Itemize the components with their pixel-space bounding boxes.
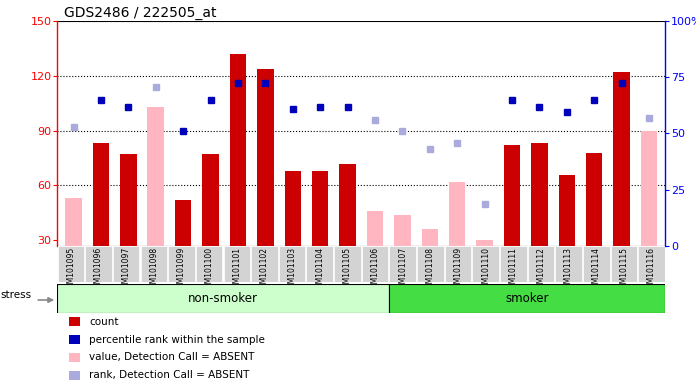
Bar bbox=[257, 69, 274, 246]
Text: GDS2486 / 222505_at: GDS2486 / 222505_at bbox=[64, 6, 216, 20]
Bar bbox=[251, 247, 278, 281]
Bar bbox=[583, 247, 610, 281]
Text: GSM101104: GSM101104 bbox=[315, 247, 324, 293]
Bar bbox=[390, 247, 416, 281]
Text: smoker: smoker bbox=[505, 292, 549, 305]
Text: count: count bbox=[89, 317, 119, 327]
Bar bbox=[417, 247, 443, 281]
Bar bbox=[69, 317, 80, 326]
Text: GSM101095: GSM101095 bbox=[66, 247, 75, 293]
Bar bbox=[558, 175, 575, 246]
Text: GSM101097: GSM101097 bbox=[122, 247, 131, 293]
Bar bbox=[57, 284, 389, 313]
Text: rank, Detection Call = ABSENT: rank, Detection Call = ABSENT bbox=[89, 370, 250, 380]
Bar bbox=[285, 171, 301, 246]
Bar bbox=[141, 247, 167, 281]
Text: stress: stress bbox=[0, 290, 31, 300]
Bar bbox=[394, 215, 411, 246]
Bar bbox=[638, 247, 665, 281]
Text: GSM101103: GSM101103 bbox=[287, 247, 296, 293]
Bar bbox=[306, 247, 333, 281]
Text: GSM101101: GSM101101 bbox=[232, 247, 242, 293]
Bar bbox=[334, 247, 361, 281]
Bar bbox=[223, 247, 250, 281]
Bar bbox=[58, 247, 84, 281]
Bar bbox=[610, 247, 637, 281]
Text: GSM101099: GSM101099 bbox=[177, 247, 186, 293]
Text: GSM101109: GSM101109 bbox=[454, 247, 463, 293]
Bar bbox=[613, 72, 630, 246]
Bar bbox=[389, 284, 665, 313]
Bar bbox=[279, 247, 306, 281]
Text: GSM101112: GSM101112 bbox=[537, 247, 546, 293]
Text: GSM101111: GSM101111 bbox=[509, 247, 518, 293]
Text: GSM101116: GSM101116 bbox=[647, 247, 656, 293]
Bar bbox=[555, 247, 582, 281]
Bar bbox=[641, 131, 657, 246]
Bar bbox=[500, 247, 527, 281]
Bar bbox=[362, 247, 388, 281]
Bar bbox=[148, 107, 164, 246]
Bar bbox=[504, 145, 520, 246]
Bar bbox=[473, 247, 499, 281]
Bar bbox=[312, 171, 329, 246]
Bar bbox=[69, 353, 80, 362]
Text: value, Detection Call = ABSENT: value, Detection Call = ABSENT bbox=[89, 353, 255, 362]
Bar bbox=[528, 247, 554, 281]
Bar bbox=[449, 182, 466, 246]
Bar bbox=[340, 164, 356, 246]
Text: non-smoker: non-smoker bbox=[188, 292, 258, 305]
Bar bbox=[367, 211, 383, 246]
Bar bbox=[531, 144, 548, 246]
Text: GSM101096: GSM101096 bbox=[94, 247, 103, 293]
Text: GSM101102: GSM101102 bbox=[260, 247, 269, 293]
Bar bbox=[422, 229, 438, 246]
Text: GSM101113: GSM101113 bbox=[564, 247, 573, 293]
Bar bbox=[168, 247, 195, 281]
Bar bbox=[93, 144, 109, 246]
Text: GSM101108: GSM101108 bbox=[426, 247, 435, 293]
Text: GSM101110: GSM101110 bbox=[481, 247, 490, 293]
Bar bbox=[175, 200, 191, 246]
Bar bbox=[196, 247, 223, 281]
Bar bbox=[69, 371, 80, 380]
Text: GSM101098: GSM101098 bbox=[150, 247, 159, 293]
Bar bbox=[113, 247, 139, 281]
Bar bbox=[69, 335, 80, 344]
Text: GSM101100: GSM101100 bbox=[205, 247, 214, 293]
Text: GSM101107: GSM101107 bbox=[398, 247, 407, 293]
Bar bbox=[586, 152, 602, 246]
Bar bbox=[65, 198, 81, 246]
Text: GSM101114: GSM101114 bbox=[592, 247, 601, 293]
Bar bbox=[445, 247, 471, 281]
Text: GSM101115: GSM101115 bbox=[619, 247, 628, 293]
Bar bbox=[120, 154, 136, 246]
Text: percentile rank within the sample: percentile rank within the sample bbox=[89, 334, 265, 344]
Text: GSM101105: GSM101105 bbox=[343, 247, 352, 293]
Text: GSM101106: GSM101106 bbox=[370, 247, 379, 293]
Bar bbox=[476, 240, 493, 246]
Bar bbox=[203, 154, 219, 246]
Bar bbox=[86, 247, 112, 281]
Bar bbox=[230, 54, 246, 246]
